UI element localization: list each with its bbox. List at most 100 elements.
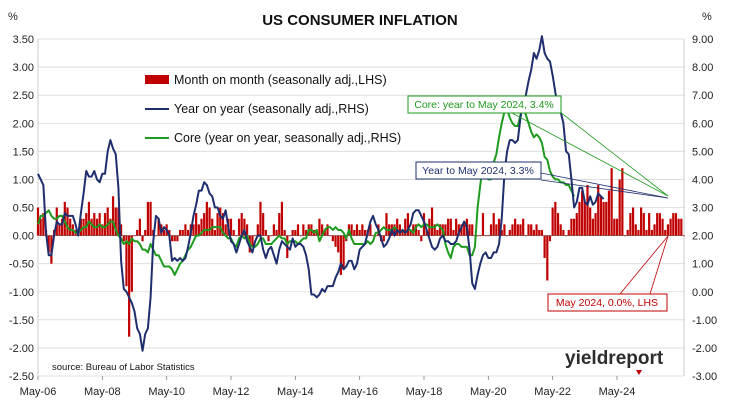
bar-month-on-month (404, 218, 407, 236)
bar-month-on-month (109, 218, 112, 236)
bar-month-on-month (259, 201, 262, 236)
bar-month-on-month (631, 207, 635, 236)
bar-month-on-month (208, 207, 211, 236)
bar-month-on-month (420, 235, 423, 242)
bar-month-on-month (331, 235, 334, 242)
annotation-core-leader-2 (509, 111, 669, 197)
bar-month-on-month (39, 218, 42, 236)
bar-month-on-month (334, 235, 337, 247)
bar-month-on-month (463, 224, 466, 236)
bar-month-on-month (527, 224, 530, 236)
bar-month-on-month (554, 201, 557, 236)
chart-title: US CONSUMER INFLATION (262, 12, 458, 29)
bar-month-on-month (111, 196, 115, 236)
bar-month-on-month (262, 213, 265, 236)
bar-month-on-month (594, 213, 597, 236)
bar-month-on-month (581, 190, 584, 236)
bar-month-on-month (672, 213, 675, 236)
bar-month-on-month (401, 229, 404, 236)
bar-month-on-month (256, 224, 259, 236)
right-tick-label: 7.00 (692, 90, 713, 102)
bar-month-on-month (296, 224, 300, 236)
bar-month-on-month (578, 201, 581, 236)
bar-month-on-month (447, 218, 450, 236)
bar-month-on-month (213, 229, 217, 236)
bar-month-on-month (680, 218, 683, 236)
right-tick-label: 8.00 (692, 62, 713, 74)
bar-month-on-month (535, 224, 538, 236)
bar-month-on-month (197, 224, 200, 236)
bar-month-on-month (267, 235, 270, 242)
right-tick-label: 0.00 (692, 287, 713, 299)
bar-month-on-month (192, 224, 195, 236)
bar-month-on-month (288, 235, 292, 237)
bar-month-on-month (396, 218, 399, 236)
bar-month-on-month (666, 224, 670, 236)
bar-month-on-month (371, 235, 375, 237)
bar-month-on-month (232, 229, 235, 236)
right-tick-label: -1.00 (692, 315, 717, 327)
year-on-year-line (37, 35, 605, 352)
legend-label-month-on-month: Month on month (seasonally adj.,LHS) (174, 73, 387, 87)
bar-month-on-month (117, 207, 120, 236)
bar-month-on-month (369, 224, 372, 236)
annotation-core-text: Core: year to May 2024, 3.4% (414, 99, 554, 111)
bar-month-on-month (653, 224, 656, 236)
bar-month-on-month (398, 224, 401, 236)
bar-month-on-month (514, 218, 517, 236)
bar-month-on-month (522, 218, 525, 236)
bar-month-on-month (505, 235, 509, 237)
bar-month-on-month (664, 229, 667, 236)
bar-month-on-month (674, 213, 678, 236)
bar-month-on-month (640, 207, 643, 236)
bar-month-on-month (106, 207, 109, 236)
bar-month-on-month (551, 207, 554, 236)
left-tick-label: 1.50 (13, 146, 34, 158)
bar-month-on-month (272, 224, 275, 236)
bar-month-on-month (87, 201, 91, 236)
bar-month-on-month (487, 235, 490, 237)
bar-month-on-month (138, 218, 141, 236)
bar-month-on-month (476, 235, 479, 237)
bar-month-on-month (101, 224, 104, 236)
bar-month-on-month (342, 235, 345, 270)
right-tick-label: -2.00 (692, 343, 717, 355)
bar-month-on-month (492, 213, 495, 236)
bar-month-on-month (661, 218, 664, 236)
annotation-core: Core: year to May 2024, 3.4% (407, 95, 669, 197)
bar-month-on-month (444, 224, 447, 236)
bar-month-on-month (645, 229, 648, 236)
bar-month-on-month (642, 213, 645, 236)
bar-month-on-month (318, 218, 321, 236)
bar-month-on-month (591, 218, 594, 236)
left-tick-label: 2.50 (13, 90, 34, 102)
bar-month-on-month (178, 229, 182, 236)
bar-month-on-month (243, 218, 246, 236)
legend: Month on month (seasonally adj.,LHS) Yea… (145, 73, 401, 145)
bar-month-on-month (669, 218, 672, 236)
bar-month-on-month (610, 168, 613, 236)
bar-month-on-month (128, 235, 131, 337)
source-note: source: Bureau of Labor Statistics (52, 362, 195, 373)
annotation-core-box (407, 95, 562, 114)
bar-month-on-month (615, 218, 619, 236)
bar-month-on-month (548, 235, 552, 242)
x-tick-label: May-06 (20, 386, 57, 398)
bar-month-on-month (532, 229, 535, 236)
x-tick-label: May-14 (277, 386, 314, 398)
bar-month-on-month (546, 235, 549, 281)
right-tick-label: 3.00 (692, 203, 713, 215)
bar-month-on-month (251, 235, 254, 247)
bar-month-on-month (66, 207, 69, 236)
x-tick-label: May-20 (470, 386, 507, 398)
bar-month-on-month (618, 179, 621, 236)
bar-month-on-month (562, 229, 565, 236)
bar-month-on-month (355, 224, 359, 236)
annotation-yoy-leader-2 (540, 179, 669, 199)
annotation-mom-leader-1 (619, 235, 669, 295)
bar-month-on-month (599, 196, 603, 236)
bar-month-on-month (79, 218, 82, 236)
right-axis-ticks: 9.00 8.00 7.00 6.00 5.00 4.00 3.00 2.00 1.00 0.00… (692, 34, 717, 383)
bar-month-on-month (656, 213, 659, 236)
